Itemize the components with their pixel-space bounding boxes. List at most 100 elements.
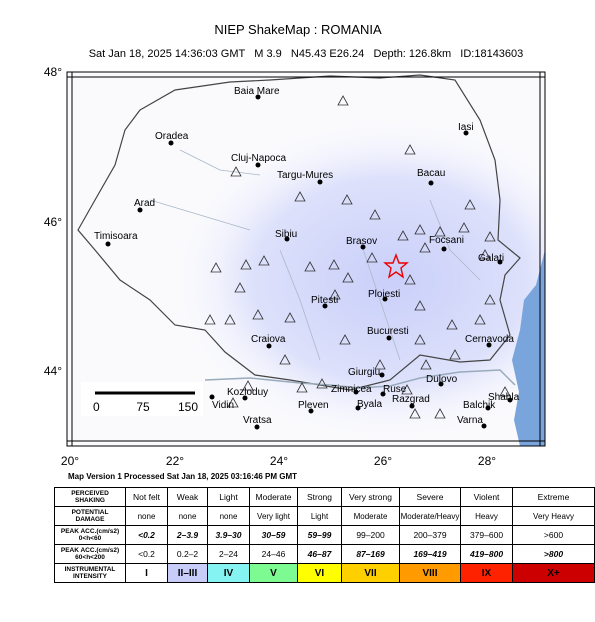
city-dot xyxy=(254,424,260,430)
intensity-legend: PERCEIVED SHAKING Not felt Weak Light Moderat… xyxy=(54,487,595,583)
column-header: Strong xyxy=(297,487,342,507)
intensity-cell: II–III xyxy=(167,563,208,583)
city-label: Ploiesti xyxy=(368,289,400,300)
legend-cell: <0.2 xyxy=(125,544,168,564)
country-border xyxy=(77,74,521,391)
city-dot xyxy=(485,405,491,411)
epicenter xyxy=(383,253,409,279)
legend-cell: 3.9–30 xyxy=(207,525,250,545)
column-header: Not felt xyxy=(125,487,168,507)
city-dot xyxy=(507,397,513,403)
legend-cell: none xyxy=(167,506,208,526)
rivers xyxy=(149,149,481,361)
city-label: Craiova xyxy=(251,334,286,345)
station xyxy=(258,255,270,266)
legend-cell: 99–200 xyxy=(341,525,400,545)
subtitle: Sat Jan 18, 2025 14:36:03 GMT M 3.9 N45.… xyxy=(89,48,524,60)
column-header: Severe xyxy=(399,487,461,507)
station xyxy=(366,252,378,263)
legend-cell: 419–800 xyxy=(460,544,513,564)
city-label: Galati xyxy=(478,253,504,264)
city-label: Baia Mare xyxy=(234,86,280,97)
lon-label: 26° xyxy=(374,454,392,468)
city-dot xyxy=(438,381,444,387)
station xyxy=(464,199,476,210)
station xyxy=(296,382,308,393)
station xyxy=(252,309,264,320)
row-header-line: PERCEIVED xyxy=(71,490,109,497)
city-label: Cluj-Napoca xyxy=(231,153,286,164)
city-dot xyxy=(105,241,111,247)
intensity-cell: V xyxy=(249,563,298,583)
legend-cell: 0.2–2 xyxy=(167,544,208,564)
station xyxy=(414,334,426,345)
station xyxy=(401,384,413,395)
shaking-field xyxy=(160,110,545,446)
station xyxy=(474,314,486,325)
station xyxy=(434,226,446,237)
station xyxy=(414,300,426,311)
station xyxy=(341,194,353,205)
city-dot xyxy=(481,423,487,429)
city-dot xyxy=(168,140,174,146)
intensity-cell: IX xyxy=(460,563,513,583)
legend-cell: Moderate/Heavy xyxy=(399,506,461,526)
city-label: Byala xyxy=(357,399,382,410)
station xyxy=(242,380,254,391)
city-label: Targu-Mures xyxy=(277,170,333,181)
row-header-line: INTENSITY xyxy=(73,573,107,580)
city-dot xyxy=(486,342,492,348)
city-dot xyxy=(255,94,261,100)
city-dot xyxy=(355,405,361,411)
column-header: Weak xyxy=(167,487,208,507)
city-label: Pleven xyxy=(298,400,329,411)
city-dot xyxy=(137,207,143,213)
intensity-cell: VIII xyxy=(399,563,461,583)
station xyxy=(316,378,328,389)
station xyxy=(329,289,341,300)
legend-cell: Very Heavy xyxy=(512,506,595,526)
city-label: Zimnicea xyxy=(331,384,372,395)
station xyxy=(404,144,416,155)
legend-cell: >600 xyxy=(512,525,595,545)
city-label: Bucuresti xyxy=(367,326,409,337)
city-dot xyxy=(353,389,359,395)
city-label: Timisoara xyxy=(94,231,138,242)
city-dot xyxy=(497,259,503,265)
city-label: Brasov xyxy=(346,236,377,247)
row-header: POTENTIAL DAMAGE xyxy=(54,506,126,526)
legend-row: PEAK ACC.(cm/s2) 60<h<200 <0.2 0.2–2 2–24 24–… xyxy=(54,544,595,564)
intensity-cell: I xyxy=(125,563,168,583)
legend-row: INSTRUMENTAL INTENSITY I II–III IV V VI VII VIII… xyxy=(54,563,595,583)
city-dot xyxy=(463,130,469,136)
station xyxy=(227,397,239,408)
station xyxy=(449,349,461,360)
station xyxy=(409,408,421,419)
city-dot xyxy=(242,395,248,401)
station xyxy=(397,230,409,241)
city-label: Kozloduy xyxy=(227,387,268,398)
intensity-cell: IV xyxy=(207,563,250,583)
city-label: Oradea xyxy=(155,131,189,142)
legend-cell: Heavy xyxy=(460,506,513,526)
city-dot xyxy=(266,343,272,349)
column-header: Extreme xyxy=(512,487,595,507)
station xyxy=(342,272,354,283)
city-dot xyxy=(360,244,366,250)
scale-box xyxy=(81,382,203,416)
city-dot xyxy=(428,180,434,186)
station xyxy=(224,314,236,325)
city-label: Pitesti xyxy=(311,295,338,306)
city-label: Balchik xyxy=(463,400,496,411)
city-label: Giurgiu xyxy=(348,367,380,378)
city-label: Dulovo xyxy=(426,374,458,385)
city-dot xyxy=(380,391,386,397)
legend-cell: 379–600 xyxy=(460,525,513,545)
row-header-line: POTENTIAL xyxy=(71,509,109,516)
scale-label: 0 xyxy=(93,400,100,414)
intensity-cell: VII xyxy=(341,563,400,583)
station xyxy=(499,386,511,397)
station xyxy=(204,314,216,325)
station xyxy=(294,191,306,202)
